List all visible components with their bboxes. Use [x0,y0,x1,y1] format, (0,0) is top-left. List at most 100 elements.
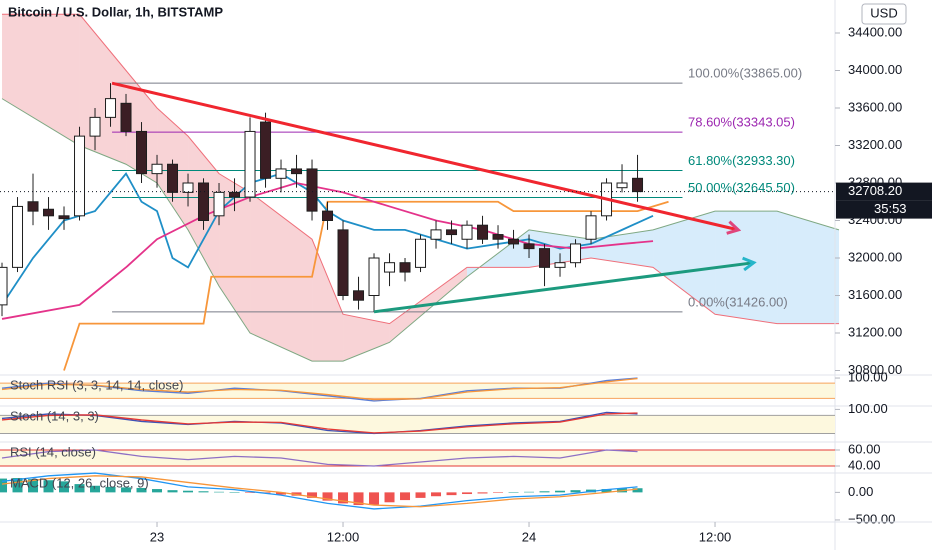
cloud-segment [591,229,654,268]
candle-body [105,98,117,118]
candle-body [632,177,644,193]
y-tick-label: 60.00 [848,441,881,456]
band-fill [0,383,835,399]
currency-box [861,3,907,25]
candle-body [461,224,473,240]
histogram-bar [415,492,426,498]
histogram-bar [508,492,519,493]
candle-body [430,229,442,240]
candle-body [136,130,148,175]
trend-line [111,81,742,235]
cloud-segment [79,14,127,165]
histogram-bar [493,492,504,493]
x-tick-label: 24 [522,529,536,544]
candle-body [244,130,256,198]
histogram-bar [136,487,147,493]
candle-body [492,234,504,240]
candle-body [554,262,566,268]
histogram-bar [121,487,132,493]
histogram-bar [90,485,101,493]
oscillator-line [1,377,638,401]
y-tick-label: 31200.00 [848,324,902,339]
histogram-bar [276,492,287,495]
candle-body [151,163,163,175]
y-tick-label: 31600.00 [848,287,902,302]
cloud-segment [777,211,840,324]
fib-label: 78.60%(33343.05) [688,115,795,130]
histogram-bar [198,491,209,493]
candle-body [58,215,70,220]
y-tick-label: 32000.00 [848,249,902,264]
oscillator-line [1,475,638,508]
candle-body [523,243,535,250]
countdown-label: 35:53 [874,201,907,216]
fib-label: 100.00%(33865.00) [688,66,802,81]
histogram-bar [446,492,457,496]
currency-label: USD [870,5,897,20]
histogram-bar [524,491,535,493]
histogram-bar [384,492,395,503]
y-tick-label: 40.00 [848,457,881,472]
x-tick-label: 12:00 [327,529,360,544]
candle-body [446,229,458,236]
x-tick-label: 23 [150,529,164,544]
cloud-span-b [2,13,840,325]
oscillator-line [1,449,638,467]
candle-body [167,163,179,193]
band-fill [0,450,835,466]
y-tick-label: 30800.00 [848,362,902,377]
fib-label: 0.00%(31426.00) [688,294,788,309]
countdown-tag [836,200,932,219]
histogram-bar [400,492,411,501]
candle-body [585,215,597,240]
candle-body [275,168,287,179]
candle-body [384,262,396,273]
histogram-bar [59,481,70,493]
candle-body [477,224,489,240]
candle-body [74,135,86,217]
y-tick-label: −500.00 [848,511,895,526]
histogram-bar [183,490,194,493]
candle-body [12,205,24,268]
cloud-span-a [1,98,840,362]
candle-body [508,238,520,245]
y-tick-label: 34000.00 [848,62,902,77]
chart-title: Bitcoin / U.S. Dollar, 1h, BITSTAMP [8,4,223,19]
histogram-bar [28,479,39,493]
candle-body [337,229,349,296]
candle-body [182,182,194,193]
y-tick-label: 100.00 [848,401,888,416]
oscillator-line [1,412,638,434]
band-fill [0,415,835,434]
candle-body [415,238,427,268]
histogram-bar [105,486,116,493]
candle-body [291,168,303,175]
panel-label: Stoch (14, 3, 3) [10,408,99,423]
panel-label: RSI (14, close) [10,444,96,459]
histogram-bar [0,478,8,493]
candle-body [260,121,272,179]
cloud-segment [343,314,390,362]
histogram-bar [539,491,550,493]
candle-body [89,116,101,137]
candle-body [120,102,132,132]
last-price-tag [836,182,932,201]
y-tick-label: 33600.00 [848,99,902,114]
y-tick-label: 0.00 [848,484,873,499]
histogram-bar [353,492,364,506]
histogram-bar [555,490,566,493]
histogram-bar [12,478,23,493]
panel-label: MACD (12, 26, close, 9) [10,475,149,490]
cloud-segment [653,211,716,315]
histogram-bar [477,492,488,494]
cloud-segment [312,239,344,362]
histogram-bar [43,480,54,493]
candle-body [27,201,39,212]
histogram-bar [307,492,318,498]
histogram-bar [214,491,225,493]
histogram-bar [601,489,612,493]
candle-body [43,208,55,217]
candle-body [198,182,210,221]
histogram-bar [431,492,442,497]
